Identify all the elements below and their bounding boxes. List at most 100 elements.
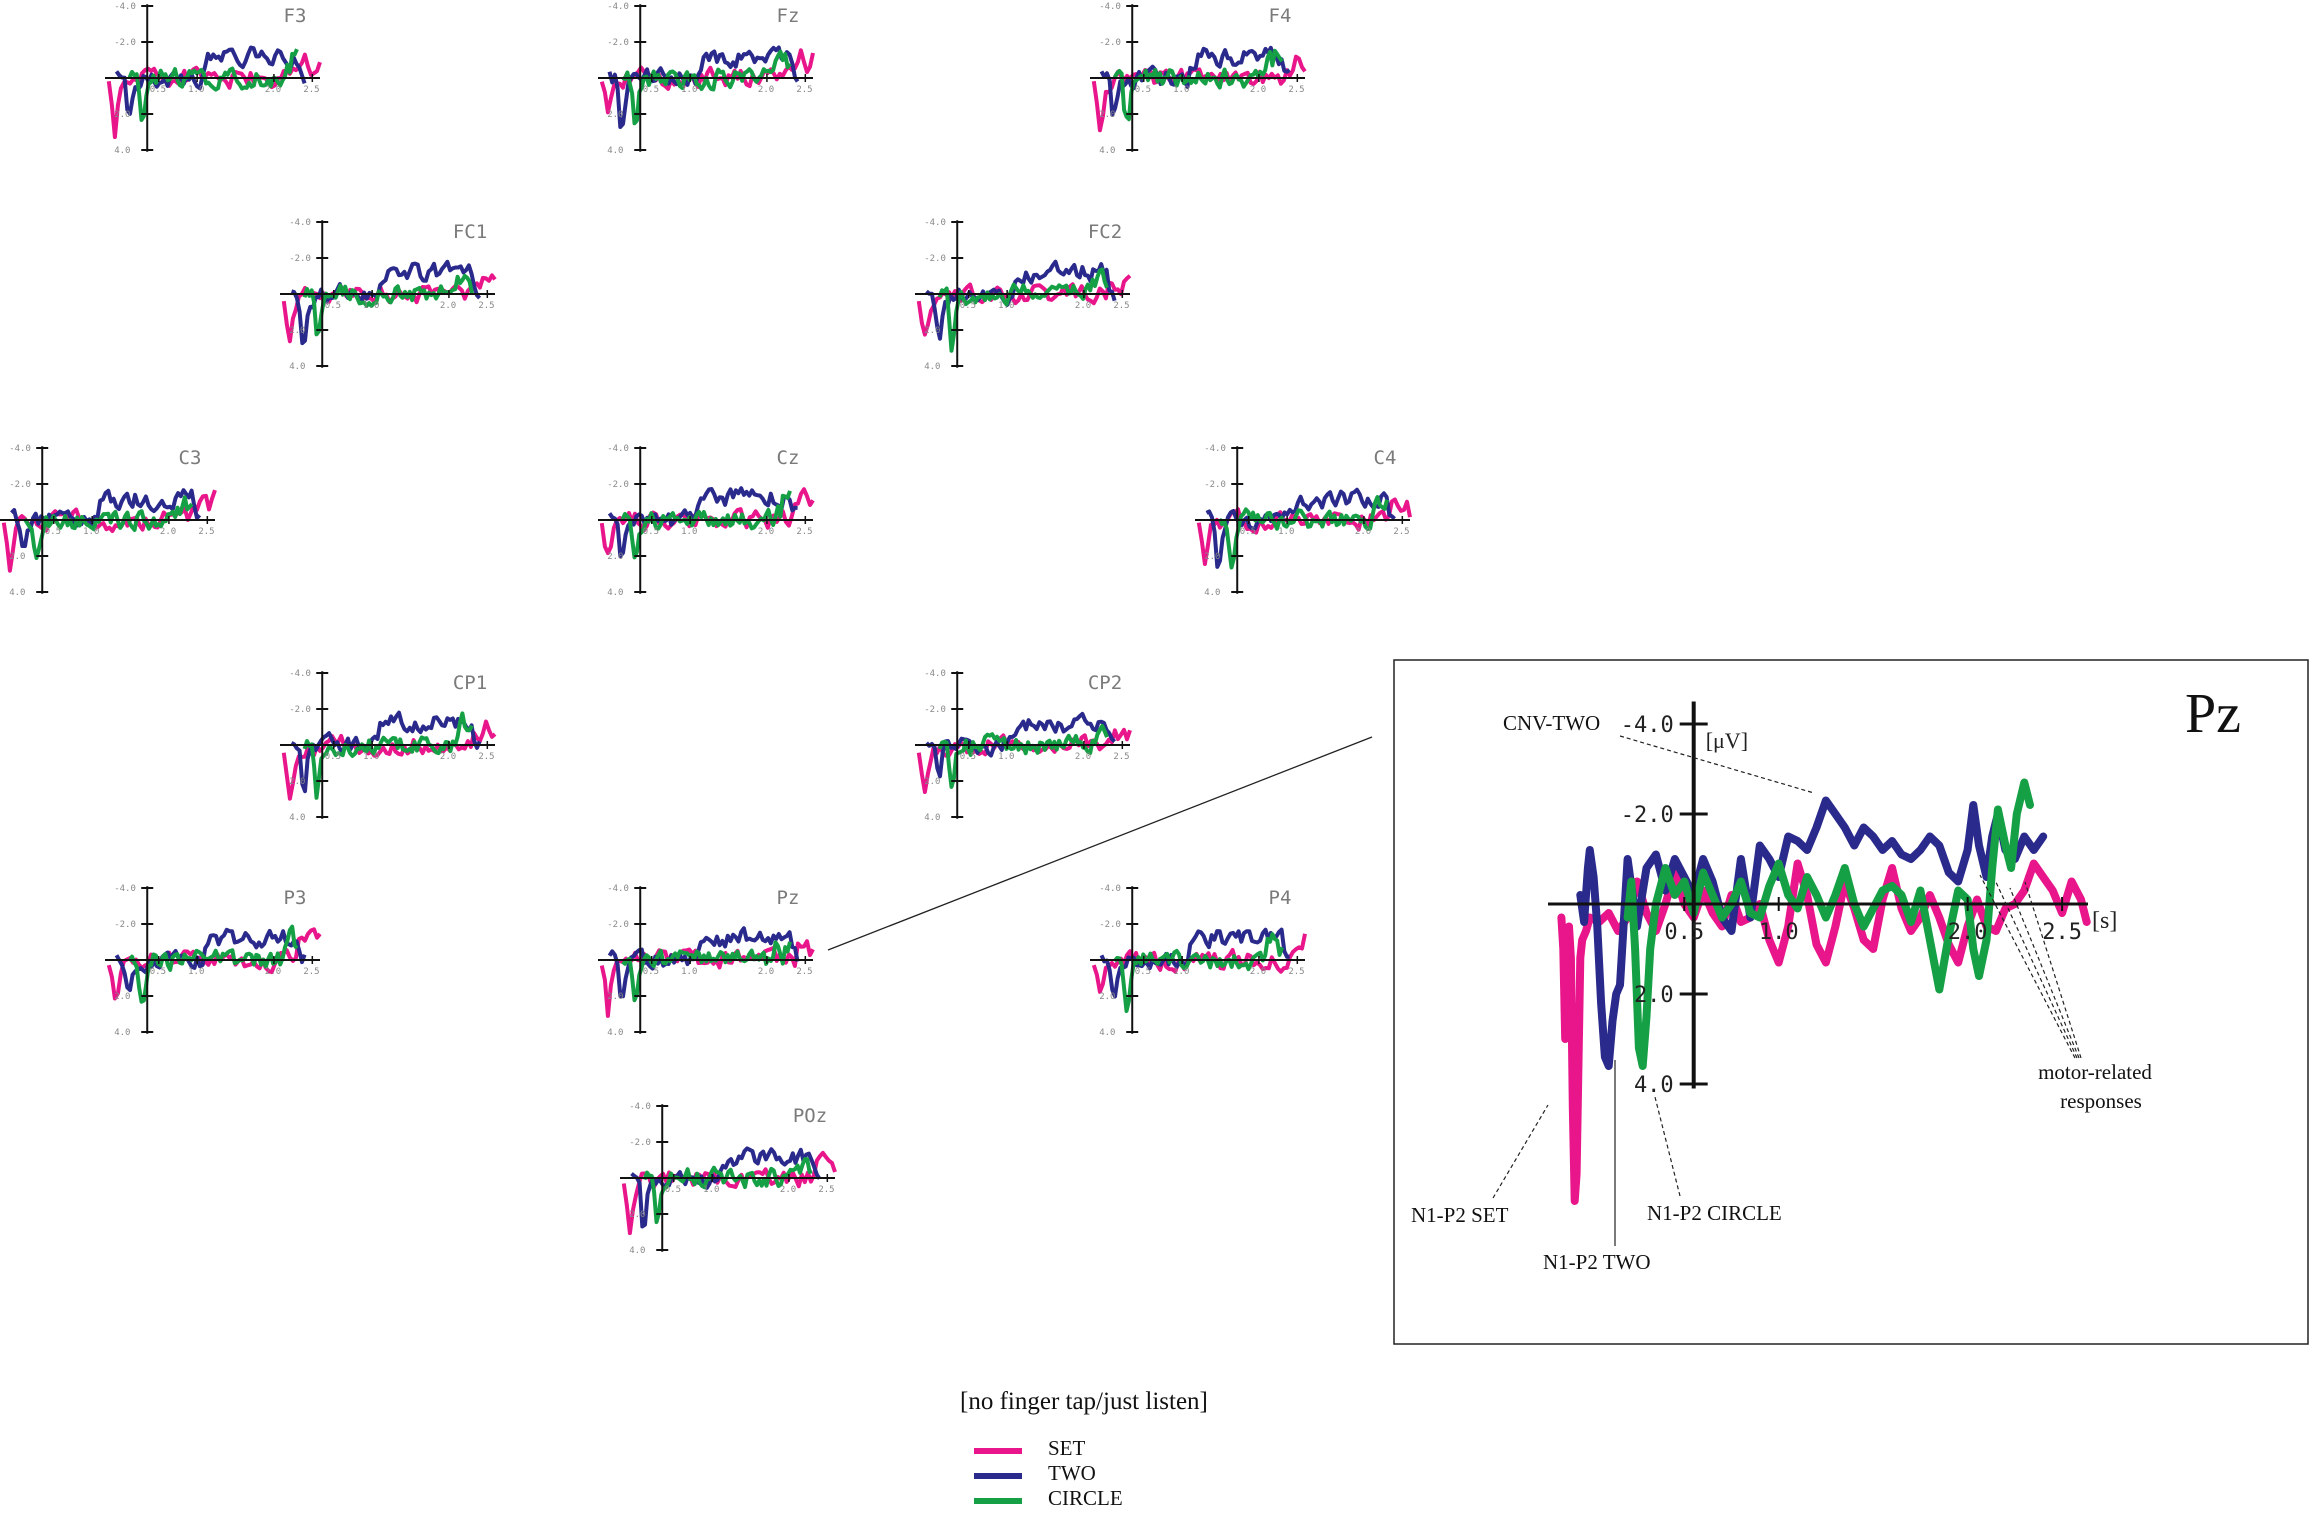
small-y-tick-label: -2.0 [289,705,311,715]
small-y-tick-label: 4.0 [114,146,130,156]
small-plot-f4: -4.0 -2.0 2.0 4.0 0.5 1.0 2.0 2.5 F4 [1090,2,1307,156]
small-y-tick-label: -2.0 [629,1138,651,1148]
inset-trace-circle [1623,778,2034,1070]
small-y-tick-label: 2.0 [289,777,305,787]
small-x-tick-label: 0.5 [150,967,166,977]
electrode-label-cp1: CP1 [453,672,487,694]
small-x-tick-label: 2.5 [1393,527,1409,537]
inset-y-tick-label: -2.0 [1621,803,1674,828]
small-y-tick-label: 4.0 [924,813,940,823]
small-y-tick-label: -2.0 [1099,920,1121,930]
small-y-tick-label: -2.0 [607,38,629,48]
small-x-tick-label: 2.0 [780,1185,796,1195]
small-x-tick-label: 2.5 [796,85,812,95]
small-x-tick-label: 0.5 [325,752,341,762]
electrode-label-cp2: CP2 [1088,672,1122,694]
small-x-tick-label: 2.5 [303,85,319,95]
small-y-tick-label: -2.0 [289,254,311,264]
small-trace-p3-circle [127,924,299,1004]
inset-x-axis-title: [s] [2092,908,2117,934]
small-x-tick-label: 1.0 [188,967,204,977]
small-y-tick-label: 2.0 [1099,992,1115,1002]
small-trace-f3-circle [127,48,299,122]
small-x-tick-label: 2.5 [303,967,319,977]
inset-y-tick-label: 4.0 [1634,1073,1674,1098]
small-x-tick-label: 1.0 [681,85,697,95]
small-plot-poz: -4.0 -2.0 2.0 4.0 0.5 1.0 2.0 2.5 POz [620,1102,837,1256]
small-y-tick-label: -4.0 [289,218,311,228]
electrode-label-poz: POz [793,1105,827,1127]
legend-label-two: TWO [1048,1461,1096,1485]
inset-y-tick-label: -4.0 [1621,713,1674,738]
small-trace-f4-set [1091,54,1307,133]
small-x-tick-label: 2.5 [1113,752,1129,762]
small-y-tick-label: -2.0 [1099,38,1121,48]
small-x-tick-label: 2.5 [478,301,494,311]
small-plot-cz: -4.0 -2.0 2.0 4.0 0.5 1.0 2.0 2.5 Cz [598,444,815,598]
legend-label-set: SET [1048,1436,1086,1460]
small-x-tick-label: 2.5 [796,527,812,537]
small-x-tick-label: 0.5 [960,301,976,311]
electrode-label-c4: C4 [1374,447,1397,469]
small-x-tick-label: 0.5 [643,85,659,95]
small-x-tick-label: 2.5 [1113,301,1129,311]
electrode-label-f3: F3 [284,5,307,27]
small-y-tick-label: -4.0 [9,444,31,454]
small-y-tick-label: 4.0 [924,362,940,372]
small-x-tick-label: 2.0 [440,752,456,762]
inset-y-tick-label: 2.0 [1634,983,1674,1008]
inset-x-tick-label: 0.5 [1664,920,1704,945]
small-y-tick-label: -2.0 [1204,480,1226,490]
small-y-tick-label: 4.0 [607,146,623,156]
electrode-label-pz: Pz [777,887,800,909]
small-y-tick-label: -2.0 [607,920,629,930]
small-x-tick-label: 0.5 [325,301,341,311]
annotation-leader-n1p2-circle [1654,1096,1681,1197]
legend-item-circle: CIRCLE [974,1486,1174,1514]
inset-y-axis-title: [μV] [1706,728,1748,753]
inset-x-tick-label: 1.0 [1759,920,1799,945]
small-y-tick-label: 4.0 [289,362,305,372]
small-x-tick-label: 2.5 [198,527,214,537]
small-y-tick-label: 2.0 [924,777,940,787]
small-trace-p4-circle [1112,932,1284,1013]
legend-label-circle: CIRCLE [1048,1486,1123,1510]
small-y-tick-label: 2.0 [1099,110,1115,120]
annotation-motor-line1: motor-related [2038,1060,2152,1084]
inset-pz: -4.0 -2.0 2.0 4.0 0.5 1.0 2.0 2.5 [μV] [s] Pz CNV-T… [1393,659,2309,1345]
small-y-tick-label: -4.0 [629,1102,651,1112]
small-y-tick-label: 2.0 [607,110,623,120]
small-x-tick-label: 1.0 [188,85,204,95]
small-plot-cp1: -4.0 -2.0 2.0 4.0 0.5 1.0 2.0 2.5 CP1 [280,669,497,823]
small-x-tick-label: 1.0 [363,752,379,762]
electrode-label-p3: P3 [284,887,307,909]
small-y-tick-label: 2.0 [1204,552,1220,562]
small-plot-fc1: -4.0 -2.0 2.0 4.0 0.5 1.0 2.0 2.5 FC1 [280,218,497,372]
small-y-tick-label: -2.0 [924,254,946,264]
small-x-tick-label: 2.0 [758,967,774,977]
small-y-tick-label: 4.0 [1099,146,1115,156]
small-x-tick-label: 2.0 [758,85,774,95]
electrode-label-c3: C3 [179,447,202,469]
small-y-tick-label: 4.0 [629,1246,645,1256]
small-trace-fc1-circle [302,273,474,337]
small-y-tick-label: 4.0 [1099,1028,1115,1038]
small-y-tick-label: -4.0 [114,884,136,894]
small-x-tick-label: 2.0 [440,301,456,311]
small-x-tick-label: 2.5 [796,967,812,977]
electrode-label-p4: P4 [1269,887,1292,909]
small-x-tick-label: 0.5 [643,527,659,537]
inset-x-tick-label: 2.5 [2042,920,2082,945]
small-x-tick-label: 2.0 [758,527,774,537]
small-y-tick-label: -4.0 [1099,2,1121,12]
small-y-tick-label: -2.0 [9,480,31,490]
annotation-n1p2-two: N1-P2 TWO [1543,1250,1651,1274]
small-plot-p3: -4.0 -2.0 2.0 4.0 0.5 1.0 2.0 2.5 P3 [105,884,322,1038]
small-plot-f3: -4.0 -2.0 2.0 4.0 0.5 1.0 2.0 2.5 F3 [105,2,322,156]
small-y-tick-label: 2.0 [114,992,130,1002]
small-y-tick-label: 4.0 [114,1028,130,1038]
legend-swatch-two [974,1473,1022,1479]
inset-connector-line [827,736,1373,951]
small-x-tick-label: 0.5 [665,1185,681,1195]
